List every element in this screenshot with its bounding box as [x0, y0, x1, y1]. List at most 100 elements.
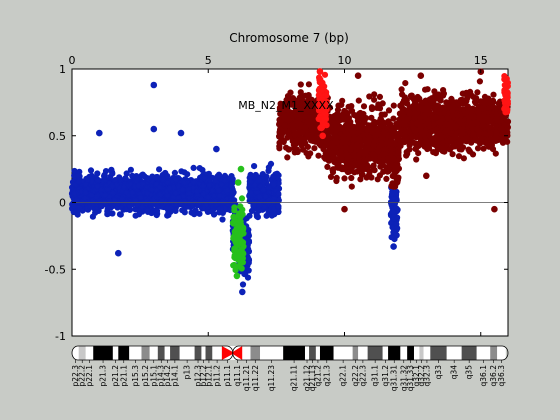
data-point [182, 204, 189, 211]
band-label: q31.1 [371, 365, 380, 387]
band-label: q31.31 [390, 365, 399, 391]
data-point [224, 187, 231, 194]
data-point [495, 100, 502, 107]
data-point [179, 186, 186, 193]
data-point [330, 153, 337, 160]
data-point [321, 71, 329, 78]
data-point [286, 146, 293, 153]
data-point [401, 97, 408, 104]
ideogram-band [85, 346, 94, 360]
data-point [406, 110, 413, 117]
data-point [320, 122, 327, 129]
data-point [407, 139, 414, 147]
data-point [390, 115, 397, 122]
data-point [430, 98, 437, 105]
ideogram-band [400, 346, 408, 360]
data-point [213, 145, 220, 153]
data-point [315, 152, 322, 159]
data-point [435, 130, 442, 137]
data-point [474, 126, 481, 133]
x-tick-label: 10 [338, 54, 352, 67]
band-label: q11.21 [242, 365, 251, 391]
data-point [351, 152, 358, 159]
data-point [374, 176, 381, 183]
x-tick-label: 15 [474, 54, 488, 67]
data-point [231, 207, 238, 214]
data-point [129, 172, 136, 179]
data-point [135, 182, 142, 189]
ideogram-band [201, 346, 206, 360]
data-point [341, 175, 348, 182]
ideogram-band [283, 346, 305, 360]
data-point [479, 122, 486, 129]
data-point [256, 177, 263, 184]
data-point [397, 136, 404, 143]
data-point [180, 193, 187, 200]
band-label: p14.1 [170, 365, 179, 387]
data-point [313, 134, 320, 142]
data-point [390, 243, 397, 250]
data-point [415, 106, 422, 113]
data-point [75, 178, 82, 185]
data-point [278, 131, 285, 138]
data-point [371, 91, 378, 98]
data-point [363, 174, 370, 181]
ideogram-band [423, 346, 431, 360]
data-point [295, 120, 303, 127]
data-point [368, 105, 376, 113]
data-point [361, 131, 368, 138]
data-point [416, 121, 423, 128]
data-point [299, 129, 306, 136]
ideogram-band [367, 346, 383, 360]
data-point [316, 68, 324, 75]
data-point [256, 201, 263, 208]
data-point [406, 146, 413, 153]
y-tick-label: -0.5 [45, 263, 66, 276]
data-point [477, 98, 484, 105]
data-point [251, 163, 258, 170]
data-point [484, 114, 491, 121]
data-point [229, 176, 236, 183]
data-point [474, 89, 481, 96]
data-point [106, 198, 113, 205]
data-point [403, 152, 410, 159]
data-point [276, 145, 283, 152]
ideogram-band [260, 346, 284, 360]
data-point [388, 147, 395, 154]
data-point [261, 203, 268, 210]
data-point [256, 194, 263, 201]
data-point [351, 169, 358, 176]
data-point [463, 134, 470, 142]
data-point [88, 172, 95, 179]
data-point [415, 95, 422, 102]
data-point [287, 89, 294, 96]
data-point [191, 211, 198, 218]
data-point [230, 189, 237, 196]
data-point [388, 191, 396, 198]
data-point [491, 205, 498, 213]
data-point [123, 198, 130, 205]
data-point [200, 182, 207, 189]
data-point [449, 98, 456, 105]
data-point [466, 148, 473, 155]
data-point [416, 140, 423, 147]
ideogram-band [333, 346, 353, 360]
data-point [365, 145, 372, 152]
data-point [329, 169, 337, 176]
data-point [164, 172, 171, 180]
data-point [153, 187, 160, 194]
data-point [87, 167, 95, 174]
data-point [345, 114, 352, 122]
data-point [470, 131, 477, 138]
data-point [366, 93, 373, 100]
data-point [201, 174, 208, 181]
data-point [392, 140, 399, 147]
data-point [348, 161, 355, 168]
data-point [135, 211, 143, 218]
data-point [338, 164, 345, 171]
data-point [280, 138, 287, 146]
data-point [157, 191, 164, 198]
data-point [471, 98, 479, 106]
data-point [455, 101, 462, 108]
data-point [445, 115, 452, 122]
